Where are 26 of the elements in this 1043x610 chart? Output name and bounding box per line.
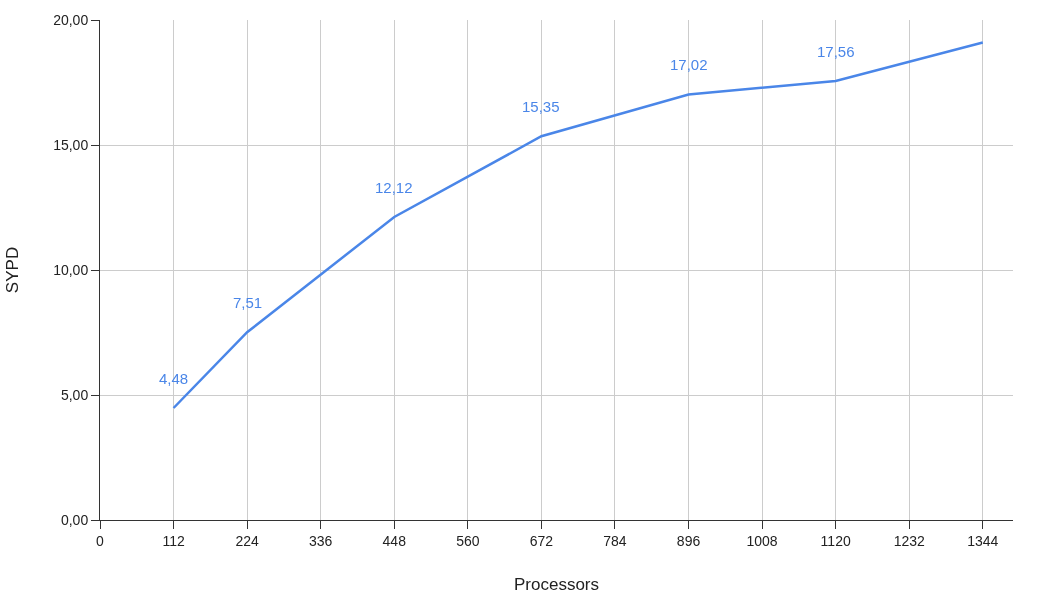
- x-tick-label: 896: [676, 532, 701, 549]
- data-label: 4,48: [159, 370, 189, 387]
- x-tick-label: 672: [529, 532, 554, 549]
- data-label: 12,12: [375, 179, 413, 196]
- x-tick-label: 1008: [746, 532, 778, 549]
- y-tick-label: 15,00: [53, 136, 89, 153]
- x-tick-label: 0: [96, 532, 105, 549]
- data-label: 17,02: [670, 56, 708, 73]
- y-axis-title: SYPD: [2, 246, 22, 294]
- x-tick-label: 336: [309, 532, 333, 549]
- y-tick-label: 0,00: [60, 511, 89, 528]
- data-label: 7,51: [233, 294, 263, 311]
- data-label: 17,56: [817, 43, 855, 60]
- x-tick-label: 224: [235, 532, 260, 549]
- x-tick-label: 560: [456, 532, 480, 549]
- x-tick-label: 1344: [967, 532, 999, 549]
- x-axis-title: Processors: [513, 575, 600, 595]
- x-tick-label: 112: [162, 532, 185, 549]
- x-tick-label: 784: [603, 532, 627, 549]
- y-tick-label: 10,00: [53, 261, 89, 278]
- y-tick-label: 5,00: [60, 386, 89, 403]
- data-label: 15,35: [522, 98, 560, 115]
- y-tick-label: 20,00: [53, 11, 89, 28]
- x-tick-label: 448: [382, 532, 407, 549]
- x-tick-label: 1232: [893, 532, 925, 549]
- x-tick-label: 1120: [820, 532, 851, 549]
